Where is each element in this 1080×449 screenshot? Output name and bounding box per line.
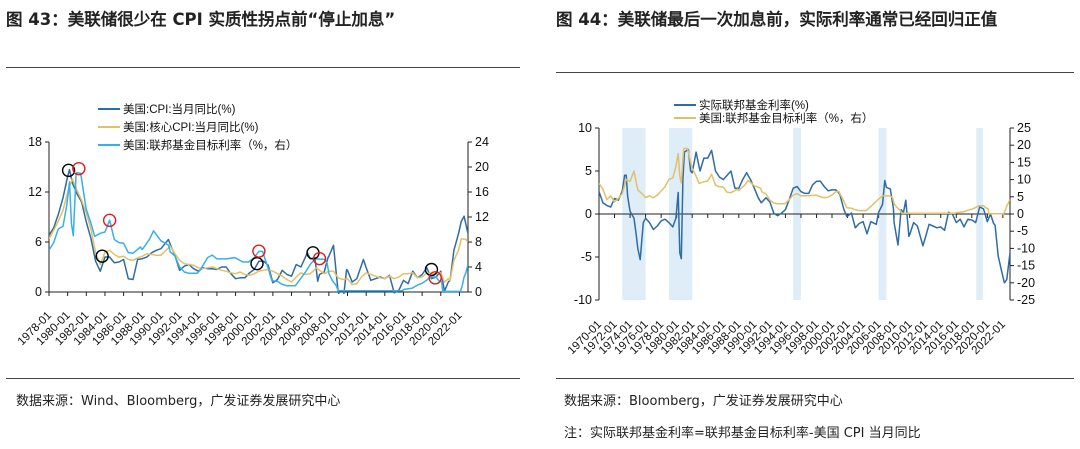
y-right-tick-label: 24 <box>475 135 489 149</box>
y-right-tick-label: 20 <box>1017 138 1031 152</box>
legend-label: 美国:核心CPI:当月同比(%) <box>123 120 259 134</box>
y-right-tick-label: 8 <box>475 235 482 249</box>
y-left-tick-label: -5 <box>581 250 592 264</box>
figure-44-panel: 图 44：美联储最后一次加息前，实际利率通常已经回归正值 10 5 0 -5 -10 25… <box>548 0 1080 449</box>
y-right-tick-label: -5 <box>1017 224 1028 238</box>
y-right-tick-label: 25 <box>1017 121 1031 135</box>
legend-label: 美国:联邦基金目标利率（%，右） <box>699 111 873 125</box>
legend-label: 实际联邦基金利率(%) <box>699 98 809 112</box>
turning-point-marker <box>61 163 76 178</box>
legend-label: 美国:联邦基金目标利率（%，右） <box>123 138 297 152</box>
y-left-tick-label: 6 <box>35 235 42 249</box>
y-right-tick-label: 5 <box>1017 190 1024 204</box>
chart-svg: 1050-5-102520151050-5-10-15-20-251970-01… <box>566 98 1035 357</box>
y-right-tick-label: 10 <box>1017 173 1031 187</box>
y-right-tick-label: 16 <box>475 185 489 199</box>
y-left-tick-label: 0 <box>585 207 592 221</box>
turning-point-marker <box>312 251 327 266</box>
y-right-tick-label: 20 <box>475 160 489 174</box>
figure-44-chart: 10 5 0 -5 -10 25 20 15 10 5 0 -5 -10 -15 -20 -25 1970-01… <box>548 75 1080 375</box>
y-right-tick-label: 0 <box>1017 207 1024 221</box>
figure-44-top-rule <box>556 72 1074 73</box>
turning-point-marker <box>72 161 86 176</box>
series-line-3 <box>49 171 468 293</box>
chart-svg: 061218048121620241978-011980-011982-0119… <box>16 102 489 348</box>
y-left-tick-label: 0 <box>35 285 42 299</box>
turning-point-marker <box>102 213 117 228</box>
y-left-tick-label: 12 <box>28 185 42 199</box>
figure-43-panel: 图 43：美联储很少在 CPI 实质性拐点前“停止加息” 0 6 12 18 0 4 8 12… <box>0 0 520 449</box>
y-right-tick-label: -10 <box>1017 241 1035 255</box>
figure-44-source: 数据来源：Bloomberg，广发证券发展研究中心 <box>564 394 843 409</box>
figure-44-note: 注：实际联邦基金利率=联邦基金目标利率-美国 CPI 当月同比 <box>564 426 921 441</box>
figure-43-title: 图 43：美联储很少在 CPI 实质性拐点前“停止加息” <box>6 10 396 29</box>
y-right-tick-label: -20 <box>1017 276 1035 290</box>
y-left-tick-label: 10 <box>578 121 592 135</box>
figure-43-chart: 0 6 12 18 0 4 8 12 16 20 24 1978-01 1980-01 1982-01 19… <box>0 70 520 375</box>
series-line-2 <box>49 177 468 286</box>
y-right-tick-label: 0 <box>475 285 482 299</box>
figure-44-bottom-rule <box>556 378 1074 379</box>
figure-44-title: 图 44：美联储最后一次加息前，实际利率通常已经回归正值 <box>556 10 998 29</box>
turning-point-marker <box>424 262 439 277</box>
series-line-2 <box>599 147 1010 215</box>
turning-point-marker <box>252 244 266 258</box>
turning-point-marker <box>95 249 109 263</box>
y-left-tick-label: 5 <box>585 164 592 178</box>
series-line-1 <box>599 148 1010 284</box>
legend-label: 美国:CPI:当月同比(%) <box>123 102 236 116</box>
figure-43-top-rule <box>6 67 520 68</box>
y-right-tick-label: 15 <box>1017 155 1031 169</box>
y-left-tick-label: 18 <box>28 135 42 149</box>
series-line-1 <box>49 168 468 294</box>
y-right-tick-label: -15 <box>1017 259 1035 273</box>
y-left-tick-label: -10 <box>574 293 592 307</box>
turning-point-marker <box>428 271 442 285</box>
y-right-tick-label: 12 <box>475 210 489 224</box>
turning-point-marker <box>250 256 264 271</box>
figure-43-bottom-rule <box>6 378 520 379</box>
y-right-tick-label: -25 <box>1017 293 1035 307</box>
y-right-tick-label: 4 <box>475 260 482 274</box>
figure-43-source: 数据来源：Wind、Bloomberg，广发证券发展研究中心 <box>16 394 341 409</box>
